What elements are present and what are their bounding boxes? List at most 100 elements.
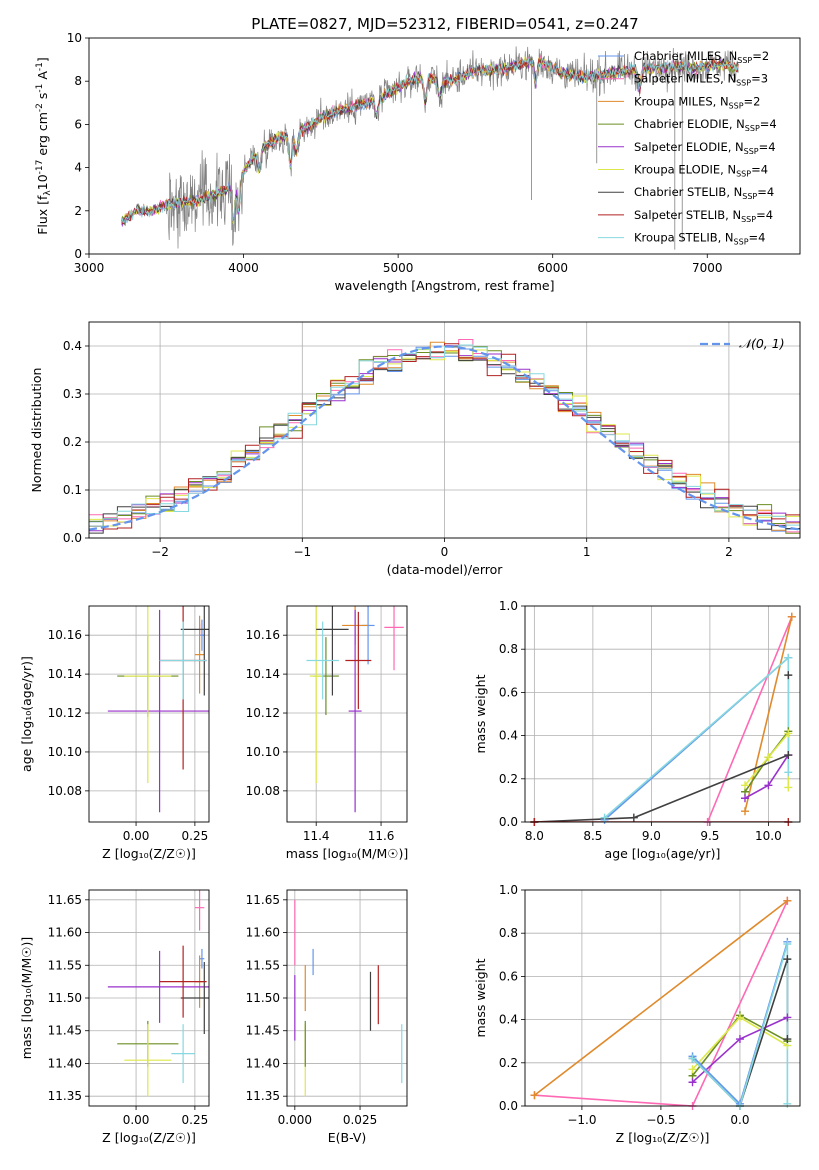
y-tick-label: 10.10 <box>48 745 82 759</box>
legend-label-name: Kroupa ELODIE, N <box>634 163 736 177</box>
y-axis-label-part: λ <box>43 190 53 196</box>
x-axis-label: mass [log₁₀(M/M☉)] <box>286 846 408 861</box>
legend-label-value: =2 <box>744 94 761 108</box>
y-tick-label: 0.0 <box>499 815 518 829</box>
x-tick-label: 9.0 <box>642 829 661 843</box>
y-tick-label: 11.55 <box>48 958 82 972</box>
weight-marker <box>783 940 792 948</box>
weight-marker <box>783 1013 792 1022</box>
weight-marker <box>784 729 793 738</box>
y-tick-label: 0.8 <box>499 926 518 940</box>
x-tick-label: 6000 <box>537 261 568 275</box>
legend-label-sub: SSP <box>729 101 744 110</box>
legend-label-name: Chabrier MILES, N <box>634 49 737 63</box>
y-axis-label-part: s <box>35 93 50 104</box>
x-tick-label: 2 <box>725 545 733 559</box>
y-axis-label: mass weight <box>473 958 488 1037</box>
x-tick-label: 4000 <box>228 261 259 275</box>
legend-label-sub: SSP <box>741 215 756 224</box>
legend-label-sub: SSP <box>744 147 759 156</box>
x-tick-label: 5000 <box>383 261 414 275</box>
y-tick-label: 11.65 <box>48 893 82 907</box>
weight-marker <box>764 781 773 790</box>
weight-marker <box>735 1013 744 1022</box>
legend-label-name: Kroupa STELIB, N <box>634 231 734 245</box>
axes-mass_vs_ebv: 0.000 0.025 11.35 11.40 11.45 11.50 11.55 11.60… <box>246 889 408 1145</box>
y-axis-label-part: -1 <box>35 62 45 71</box>
y-tick-label: 0.4 <box>499 729 518 743</box>
x-tick-label: −1 <box>293 545 311 559</box>
axes-spectrum: 3000 4000 5000 6000 7000 0 2 4 6 8 10 wavelength [A… <box>35 31 801 293</box>
weight-marker <box>784 671 793 680</box>
weight-marker <box>783 1099 792 1108</box>
axes-frame <box>286 605 408 823</box>
x-axis-label: Z [log₁₀(Z/Z☉)] <box>616 1130 710 1145</box>
y-tick-label: 10.12 <box>246 706 280 720</box>
y-axis-label: Flux [fλ10-17 erg cm-2 s-1 A-1] <box>35 57 53 235</box>
legend-label-sub: SSP <box>737 56 752 65</box>
y-tick-label: 11.45 <box>48 1024 82 1038</box>
legend-label-sub: SSP <box>745 124 760 133</box>
axes-frame <box>88 605 210 823</box>
axes-frame <box>88 37 801 255</box>
axes-age_vs_mass: 11.4 11.6 10.08 10.10 10.12 10.14 10.16 mass [l… <box>246 605 408 861</box>
legend-label-name: Chabrier STELIB, N <box>634 185 742 199</box>
axes-frame <box>524 889 801 1107</box>
weight-marker <box>783 955 792 964</box>
legend-label-sub: SSP <box>734 238 749 247</box>
weight-marker <box>530 1091 539 1100</box>
legend-label-value: =3 <box>751 72 768 86</box>
legend-label: Kroupa STELIB, NSSP=4 <box>634 231 765 247</box>
y-axis-label-part: -2 <box>35 103 45 112</box>
plot-area-mass_vs_Z <box>107 890 209 1097</box>
y-axis-label-part: 10 <box>35 174 50 190</box>
y-tick-label: 2 <box>74 204 82 218</box>
x-tick-label: −2 <box>151 545 169 559</box>
y-tick-label: 1.0 <box>499 883 518 897</box>
y-axis-label-part: Flux [f <box>35 195 50 235</box>
weight-line <box>604 656 790 819</box>
weight-line <box>534 900 789 1106</box>
axes-frame <box>88 889 210 1107</box>
x-tick-label: 7000 <box>692 261 723 275</box>
axes-frame <box>524 605 801 823</box>
legend-label: Kroupa ELODIE, NSSP=4 <box>634 163 768 179</box>
weight-marker <box>784 653 793 662</box>
x-tick-label: 9.5 <box>700 829 719 843</box>
weight-marker <box>629 813 638 822</box>
x-tick-label: 0.25 <box>182 829 209 843</box>
x-tick-label: 0.00 <box>123 829 150 843</box>
y-axis-label: mass weight <box>473 674 488 753</box>
y-tick-label: 10.16 <box>48 628 82 642</box>
weight-marker <box>741 794 749 803</box>
normal-curve <box>89 345 800 531</box>
legend-label-value: =4 <box>756 208 773 222</box>
axes-mass_vs_Z: 0.00 0.25 11.35 11.40 11.45 11.50 11.55 11.60 11… <box>19 889 210 1145</box>
axes-frame <box>88 321 801 539</box>
y-axis-label: mass [log₁₀(M/M☉)] <box>19 937 34 1059</box>
x-tick-label: 10.0 <box>755 829 782 843</box>
y-tick-label: 10.08 <box>48 784 82 798</box>
weight-marker <box>688 1078 697 1087</box>
weight-marker <box>741 781 749 790</box>
x-tick-label: 0.0 <box>730 1113 749 1127</box>
weight-marker <box>783 896 792 905</box>
y-tick-label: 10.14 <box>246 667 280 681</box>
weight-marker <box>784 783 793 792</box>
y-tick-label: 10.12 <box>48 706 82 720</box>
legend-label-value: =4 <box>751 163 768 177</box>
spectrum-model-line <box>121 57 739 225</box>
y-tick-label: 0.3 <box>63 387 82 401</box>
x-tick-label: 3000 <box>74 261 105 275</box>
x-tick-label: 0.00 <box>123 1113 150 1127</box>
legend-label: Kroupa MILES, NSSP=2 <box>634 94 760 110</box>
y-axis-label-part: ] <box>35 57 50 62</box>
legend-label-sub: SSP <box>736 79 751 88</box>
legend-label-value: =2 <box>752 49 769 63</box>
histogram-step <box>89 344 800 527</box>
x-tick-label: 11.4 <box>303 829 330 843</box>
x-axis-label: age [log₁₀(age/yr)] <box>605 846 721 861</box>
y-tick-label: 10.10 <box>246 745 280 759</box>
spectrum-model-line <box>121 58 739 225</box>
y-tick-label: 10.16 <box>246 628 280 642</box>
